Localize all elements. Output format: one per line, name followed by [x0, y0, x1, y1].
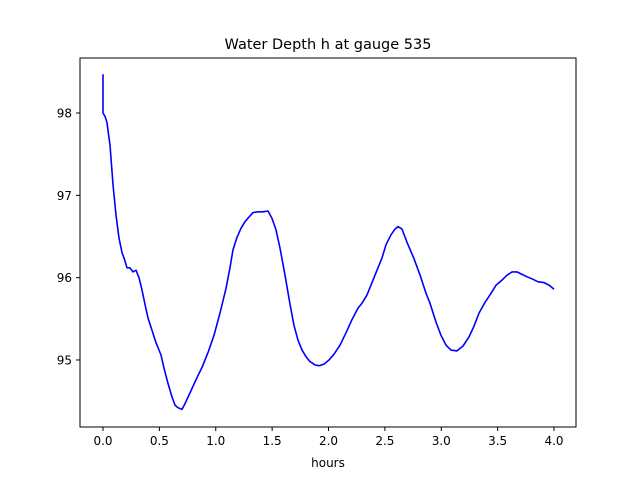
- x-tick-label: 3.0: [432, 434, 451, 448]
- x-tick-label: 1.5: [263, 434, 282, 448]
- x-tick-label: 0.0: [93, 434, 112, 448]
- x-axis-label: hours: [311, 456, 345, 470]
- y-tick-label: 98: [57, 106, 72, 120]
- chart-title: Water Depth h at gauge 535: [225, 37, 432, 53]
- x-tick-label: 3.5: [488, 434, 507, 448]
- x-tick-label: 2.0: [319, 434, 338, 448]
- axes-frame: [79, 57, 577, 428]
- y-tick-label: 96: [57, 271, 72, 285]
- x-tick-label: 4.0: [544, 434, 563, 448]
- x-tick-label: 1.0: [206, 434, 225, 448]
- x-tick-label: 2.5: [375, 434, 394, 448]
- y-tick-label: 95: [57, 353, 72, 367]
- series-line-h: [102, 74, 555, 411]
- y-tick-label: 97: [57, 189, 72, 203]
- x-tick-label: 0.5: [150, 434, 169, 448]
